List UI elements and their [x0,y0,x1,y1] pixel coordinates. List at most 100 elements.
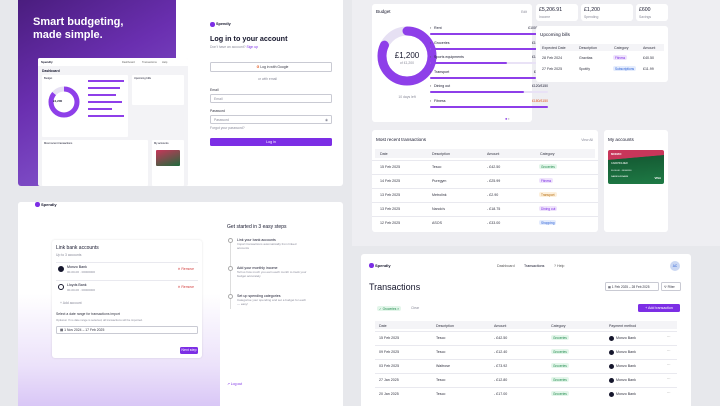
clear-filters-link[interactable]: Clear [411,306,420,310]
logout-link[interactable]: ↗ Log out [227,382,242,386]
date-range-picker[interactable]: ▦ 1 Feb 2025 – 28 Feb 2025 [605,282,659,291]
budget-item-name: Rent [434,26,442,30]
remove-bank-button[interactable]: ✕ Remove [177,267,194,271]
filter-button[interactable]: ⛛ Filter [661,282,681,291]
google-login-button[interactable]: G Log in with Google [210,62,332,72]
logout-label: Log out [230,382,243,386]
tx-date: 27 Jan 2025 [379,378,399,382]
budget-item[interactable]: ▪ Dining out £120/£150 [430,84,548,96]
filter-chip-groceries[interactable]: ✓ Groceries × [377,306,402,312]
tx-description: Tesco [436,336,446,340]
visa-icon: VISA [654,176,661,180]
budget-item[interactable]: ▪Groceries£190/£200 [430,41,548,53]
tx-date: 13 Feb 2025 [380,193,401,197]
budget-item-fill [430,47,543,50]
budget-item[interactable]: ▪Sports equipments£130/£200 [430,55,548,67]
table-row[interactable] [372,202,598,216]
link-subtitle: Up to 3 accounts [56,253,82,257]
budget-item-track [430,91,548,94]
row-menu-icon[interactable]: ⋯ [667,377,671,381]
bills-header-date: Expected Date [542,46,566,50]
row-menu-icon[interactable]: ⋯ [667,335,671,339]
logo-text: Spendly [41,202,57,207]
view-all-link[interactable]: View All [581,138,593,142]
eye-icon[interactable]: ◉ [325,118,328,122]
tx-category-badge: Groceries [539,164,557,170]
steps-title: Get started in 3 easy steps [227,224,287,230]
table-row[interactable] [375,373,677,387]
dashboard-panel: £5,206.91 Income £1,200 Spending £600 Sa… [352,0,720,246]
bank-number: 00-00-00 · 00000000 [67,270,96,274]
forgot-password-link[interactable]: Forgot your password? [210,126,245,130]
tx-category-badge: Groceries [551,391,569,397]
step-title: Add your monthly income [237,266,278,270]
budget-item[interactable]: ▪Transport£90/£100 [430,70,548,82]
bank-name: Lloyds Bank [67,283,87,287]
recent-transactions-card: Most recent transactions View All Date D… [372,130,598,232]
bill-category-badge: Subscriptions [613,66,637,72]
bills-header-amount: Amount [643,46,656,50]
google-login-label: Log in with Google [260,65,289,69]
nav-dashboard[interactable]: Dashboard [497,264,515,268]
bill-description: Gravitas [579,56,593,60]
step-marker [228,294,233,299]
add-transaction-button[interactable]: + Add transaction [638,304,680,312]
tx-description: Waitrose [436,364,451,368]
next-step-button[interactable]: Next step [180,347,198,354]
bank-card[interactable]: MONZO CARDHOLDER 00-00-00 · 00000000 NAM… [608,150,664,184]
row-menu-icon[interactable]: ⋯ [667,349,671,353]
row-menu-icon[interactable]: ⋯ [667,391,671,395]
table-row[interactable] [372,188,598,202]
link-title: Link bank accounts [56,245,99,251]
budget-item[interactable]: ▪ Fitness £180/£150 [430,99,548,111]
date-range-input[interactable]: ▦ 1 Nov 2024 – 17 Feb 2025 [56,326,198,334]
tx-amount: - £33.00 [487,221,501,225]
recent-header-date: Date [380,152,388,156]
budget-edit-link[interactable]: Edit [521,10,527,14]
logo-text: Spendly [375,263,391,268]
steps-line [230,239,231,309]
login-button[interactable]: Log in [210,138,332,146]
nav-transactions[interactable]: Transactions [524,264,545,268]
login-subtitle: Don't have an account? Sign up [210,45,258,49]
table-row[interactable] [372,174,598,188]
table-row[interactable] [375,331,677,345]
transport-icon: ▪ [430,69,432,74]
preview-title: Dashboard [42,69,60,73]
signup-link[interactable]: Sign up [246,45,258,49]
budget-item-name: Transport [434,69,450,74]
row-menu-icon[interactable]: ⋯ [667,363,671,367]
tx-header-amount: Amount [494,323,507,328]
budget-item[interactable]: ▪Rent£1000/£1000 [430,26,548,38]
stat-spending-value: £1,200 [584,7,600,13]
budget-pager-dots[interactable]: ●● [505,116,510,121]
preview-upcoming: Upcoming bills [134,77,151,80]
table-row[interactable] [372,216,598,230]
help-icon: ? [554,264,556,268]
email-field[interactable]: Email [210,94,332,103]
password-field[interactable]: Password ◉ [210,115,332,124]
avatar[interactable]: AC [670,261,680,271]
my-accounts-card: My accounts MONZO CARDHOLDER 00-00-00 · … [604,130,668,232]
budget-item-track [430,47,548,50]
add-account-button[interactable]: + Add account [60,301,82,305]
remove-bank-button[interactable]: ✕ Remove [177,285,194,289]
tx-amount: - £25.99 [487,179,501,183]
table-row[interactable] [375,359,677,373]
preview-budget-label: Budget [44,77,53,80]
budget-item-fill [430,62,507,65]
table-row[interactable] [372,160,598,174]
filter-label: Filter [667,285,675,289]
tx-logo: Spendly [369,263,391,268]
budget-item-fill [430,33,548,36]
nav-help[interactable]: ? Help [554,264,564,268]
step-description: Import transactions automatically from l… [237,242,297,250]
bank-card-numbers: 00-00-00 · 00000000 [611,170,632,172]
hero-line-2: made simple. [33,29,103,41]
bill-amount: £40.50 [643,56,654,60]
table-row[interactable] [375,387,677,401]
bill-date: 27 Feb 2025 [542,67,563,71]
table-row[interactable] [375,345,677,359]
bank-card-name: CARDHOLDER [611,162,628,165]
tx-amount: - £12.40 [494,350,508,354]
